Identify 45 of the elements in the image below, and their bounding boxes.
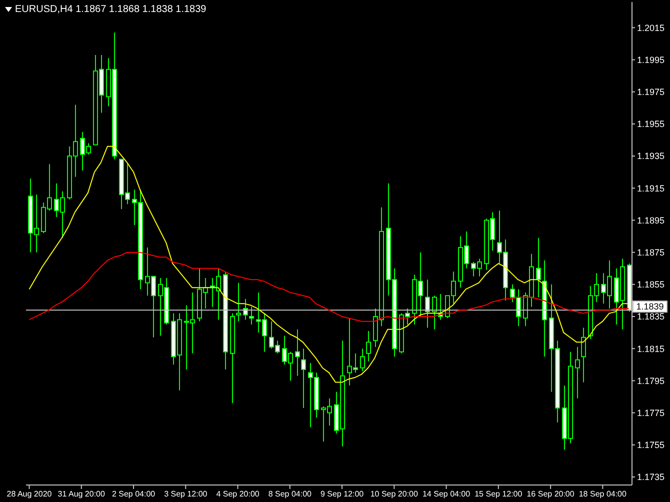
y-tick-label: 1.1915 xyxy=(637,183,665,194)
y-tick-label: 1.1875 xyxy=(637,248,665,258)
y-tick-label: 1.1775 xyxy=(637,408,665,418)
x-tick-label: 16 Sep 20:00 xyxy=(526,490,575,499)
x-tick-label: 2 Sep 04:00 xyxy=(112,490,156,499)
y-tick-label: 1.1835 xyxy=(637,312,665,322)
y-tick-label: 1.1935 xyxy=(637,151,665,162)
y-tick-label: 1.2015 xyxy=(637,22,665,33)
candlestick xyxy=(236,282,241,322)
x-tick-label: 9 Sep 12:00 xyxy=(320,490,364,499)
line-series xyxy=(28,252,630,322)
x-tick-label: 8 Sep 04:00 xyxy=(268,490,312,499)
y-tick-label: 1.1755 xyxy=(637,440,665,450)
candlestick xyxy=(575,346,580,399)
candlestick xyxy=(581,327,586,383)
candlestick xyxy=(536,237,541,298)
x-tick-label: 3 Sep 12:00 xyxy=(164,490,208,499)
x-tick-label: 28 Aug 2020 xyxy=(6,490,52,499)
y-tick-label: 1.1975 xyxy=(637,87,665,98)
candlestick xyxy=(432,295,437,330)
candlestick xyxy=(366,330,371,362)
x-tick-label: 4 Sep 20:00 xyxy=(216,490,260,499)
candlestick xyxy=(249,306,254,326)
candlestick xyxy=(360,348,365,372)
x-tick-label: 10 Sep 20:00 xyxy=(370,490,419,499)
y-tick-label: 1.1995 xyxy=(637,54,665,65)
candlestick xyxy=(243,298,248,320)
candlestick xyxy=(510,284,515,303)
y-tick-label: 1.1815 xyxy=(637,344,665,354)
candlestick xyxy=(301,348,306,408)
line-series xyxy=(28,146,630,383)
y-tick-label: 1.1795 xyxy=(637,376,665,386)
x-tick-label: 14 Sep 04:00 xyxy=(422,490,471,499)
candlestick xyxy=(516,288,521,327)
ref-line-label: 1.1839 xyxy=(636,302,664,312)
y-tick-label: 1.1895 xyxy=(637,215,665,226)
x-tick-label: 18 Sep 04:00 xyxy=(578,490,628,499)
candlestick xyxy=(425,279,430,328)
y-tick-label: 1.1735 xyxy=(637,472,665,482)
y-tick-label: 1.1955 xyxy=(637,119,665,130)
x-tick-label: 31 Aug 20:00 xyxy=(58,490,106,499)
y-tick-label: 1.1855 xyxy=(637,280,665,290)
chart-title: EURUSD,H4 1.1867 1.1868 1.1838 1.1839 xyxy=(15,4,206,15)
candlestick xyxy=(295,328,300,376)
x-tick-label: 15 Sep 12:00 xyxy=(474,490,523,499)
